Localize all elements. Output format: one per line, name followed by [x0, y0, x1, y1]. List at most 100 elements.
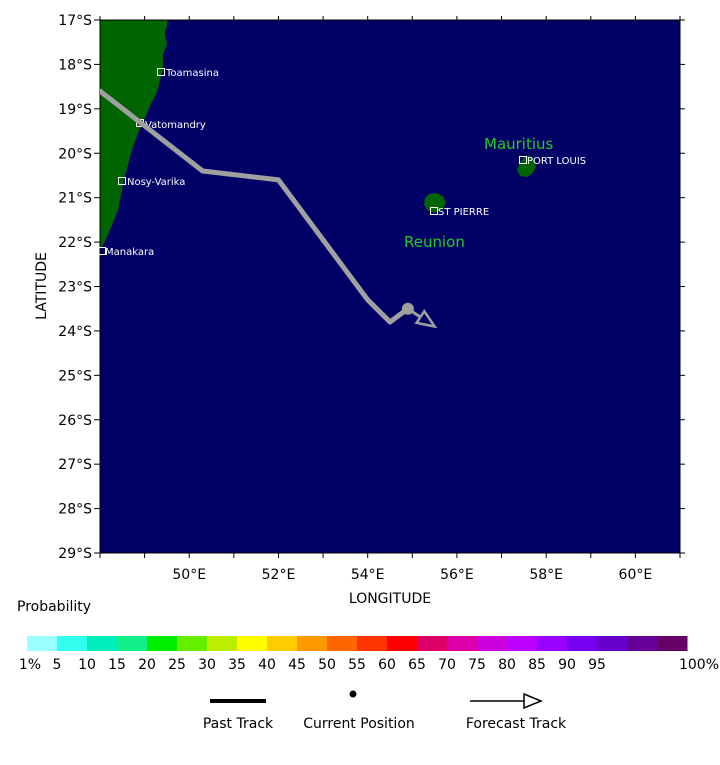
ocean-area	[100, 20, 680, 553]
lat-tick-label: 21°S	[58, 191, 92, 207]
lat-tick-label: 27°S	[58, 457, 92, 473]
madagascar-land	[100, 20, 168, 250]
colorbar-swatch	[237, 636, 268, 651]
past-track-line	[100, 88, 411, 325]
city-marker-icon	[519, 156, 527, 164]
colorbar-swatch	[537, 636, 568, 651]
city-label-port-louis: PORT LOUIS	[527, 156, 586, 167]
colorbar-label: 20	[138, 657, 156, 673]
colorbar-swatch	[507, 636, 538, 651]
x-axis-label: LONGITUDE	[349, 591, 431, 607]
colorbar-swatch	[477, 636, 508, 651]
mauritius-land	[517, 155, 536, 177]
city-marker-icon	[118, 177, 126, 185]
lat-tick-label: 19°S	[58, 102, 92, 118]
colorbar-label: 5	[53, 657, 62, 673]
colorbar-label: 30	[198, 657, 216, 673]
colorbar-label: 60	[378, 657, 396, 673]
city-label-st-pierre: ST PIERRE	[438, 207, 489, 218]
island-label-reunion: Reunion	[404, 233, 465, 251]
city-marker-icon	[430, 207, 438, 215]
lat-tick-label: 23°S	[58, 280, 92, 296]
legend-current-position: Current Position	[303, 690, 415, 732]
lat-tick-label: 22°S	[58, 235, 92, 251]
colorbar-label: 75	[468, 657, 486, 673]
colorbar-swatch	[627, 636, 658, 651]
lat-tick-label: 25°S	[58, 368, 92, 384]
colorbar-label: 90	[558, 657, 576, 673]
colorbar-label: 40	[258, 657, 276, 673]
city-toamasina: Toamasina	[157, 68, 219, 79]
probability-colorbar	[27, 636, 688, 651]
forecast-arrow-icon	[414, 308, 438, 329]
colorbar-label: 80	[498, 657, 516, 673]
city-markers: Toamasina Vatomandry Nosy-Varika Manakar…	[98, 68, 586, 258]
colorbar-swatch	[297, 636, 328, 651]
colorbar-label: 100%	[679, 657, 719, 673]
city-nosy-varika: Nosy-Varika	[118, 177, 185, 188]
city-label-nosy-varika: Nosy-Varika	[127, 177, 185, 188]
forecast-arrow-legend-icon	[523, 692, 543, 710]
colorbar-label: 70	[438, 657, 456, 673]
lon-tick-label: 56°E	[440, 567, 474, 583]
colorbar-swatch	[567, 636, 598, 651]
lon-tick-label: 50°E	[172, 567, 206, 583]
axis-tick-labels: 17°S 18°S 19°S 20°S 21°S 22°S 23°S 24°S 25°S 26°S…	[58, 13, 652, 583]
colorbar-label: 65	[408, 657, 426, 673]
city-marker-icon	[98, 247, 106, 255]
legend-past-track-label: Past Track	[203, 716, 274, 732]
city-st-pierre: ST PIERRE	[430, 207, 489, 218]
lon-tick-label: 54°E	[351, 567, 385, 583]
lat-tick-label: 26°S	[58, 413, 92, 429]
colorbar-swatch	[387, 636, 418, 651]
lat-tick-label: 20°S	[58, 146, 92, 162]
colorbar-swatch	[207, 636, 238, 651]
probability-colorbar-labels: 1% 5 10 15 20 25 30 35 40 45 50 55 60 65 70 75 80 85 90 95 1…	[19, 657, 719, 673]
colorbar-label: 45	[288, 657, 306, 673]
colorbar-swatch	[87, 636, 118, 651]
reunion-land	[424, 193, 446, 213]
lat-tick-label: 17°S	[58, 13, 92, 29]
island-label-mauritius: Mauritius	[484, 135, 554, 153]
colorbar-swatch	[447, 636, 478, 651]
colorbar-swatch	[657, 636, 688, 651]
legend-forecast-track: Forecast Track	[466, 692, 567, 732]
legend-forecast-track-label: Forecast Track	[466, 716, 567, 732]
city-label-vatomandry: Vatomandry	[145, 120, 206, 131]
colorbar-label: 55	[348, 657, 366, 673]
lon-tick-label: 60°E	[619, 567, 653, 583]
city-port-louis: PORT LOUIS	[519, 156, 586, 167]
lon-tick-label: 52°E	[262, 567, 296, 583]
colorbar-swatch	[177, 636, 208, 651]
colorbar-swatch	[147, 636, 178, 651]
colorbar-label: 50	[318, 657, 336, 673]
y-axis-label: LATITUDE	[34, 252, 50, 320]
axis-ticks	[94, 16, 685, 558]
colorbar-label: 35	[228, 657, 246, 673]
lat-tick-label: 24°S	[58, 324, 92, 340]
city-label-manakara: Manakara	[105, 247, 154, 258]
colorbar-label: 1%	[19, 657, 41, 673]
lat-tick-label: 29°S	[58, 546, 92, 562]
city-label-toamasina: Toamasina	[165, 68, 219, 79]
legend-past-track: Past Track	[203, 699, 274, 732]
colorbar-swatch	[327, 636, 358, 651]
lat-tick-label: 18°S	[58, 57, 92, 73]
colorbar-label: 25	[168, 657, 186, 673]
current-position-marker	[401, 302, 414, 315]
colorbar-swatch	[417, 636, 448, 651]
colorbar-label: 15	[108, 657, 126, 673]
colorbar-swatch	[117, 636, 148, 651]
city-manakara: Manakara	[98, 247, 154, 258]
lon-tick-label: 58°E	[529, 567, 563, 583]
legend-current-position-label: Current Position	[303, 716, 415, 732]
colorbar-swatch	[357, 636, 388, 651]
colorbar-label: 10	[78, 657, 96, 673]
colorbar-swatch	[267, 636, 298, 651]
colorbar-swatch	[57, 636, 88, 651]
colorbar-swatch	[27, 636, 58, 651]
colorbar-swatch	[597, 636, 628, 651]
colorbar-label: 95	[588, 657, 606, 673]
colorbar-label: 85	[528, 657, 546, 673]
